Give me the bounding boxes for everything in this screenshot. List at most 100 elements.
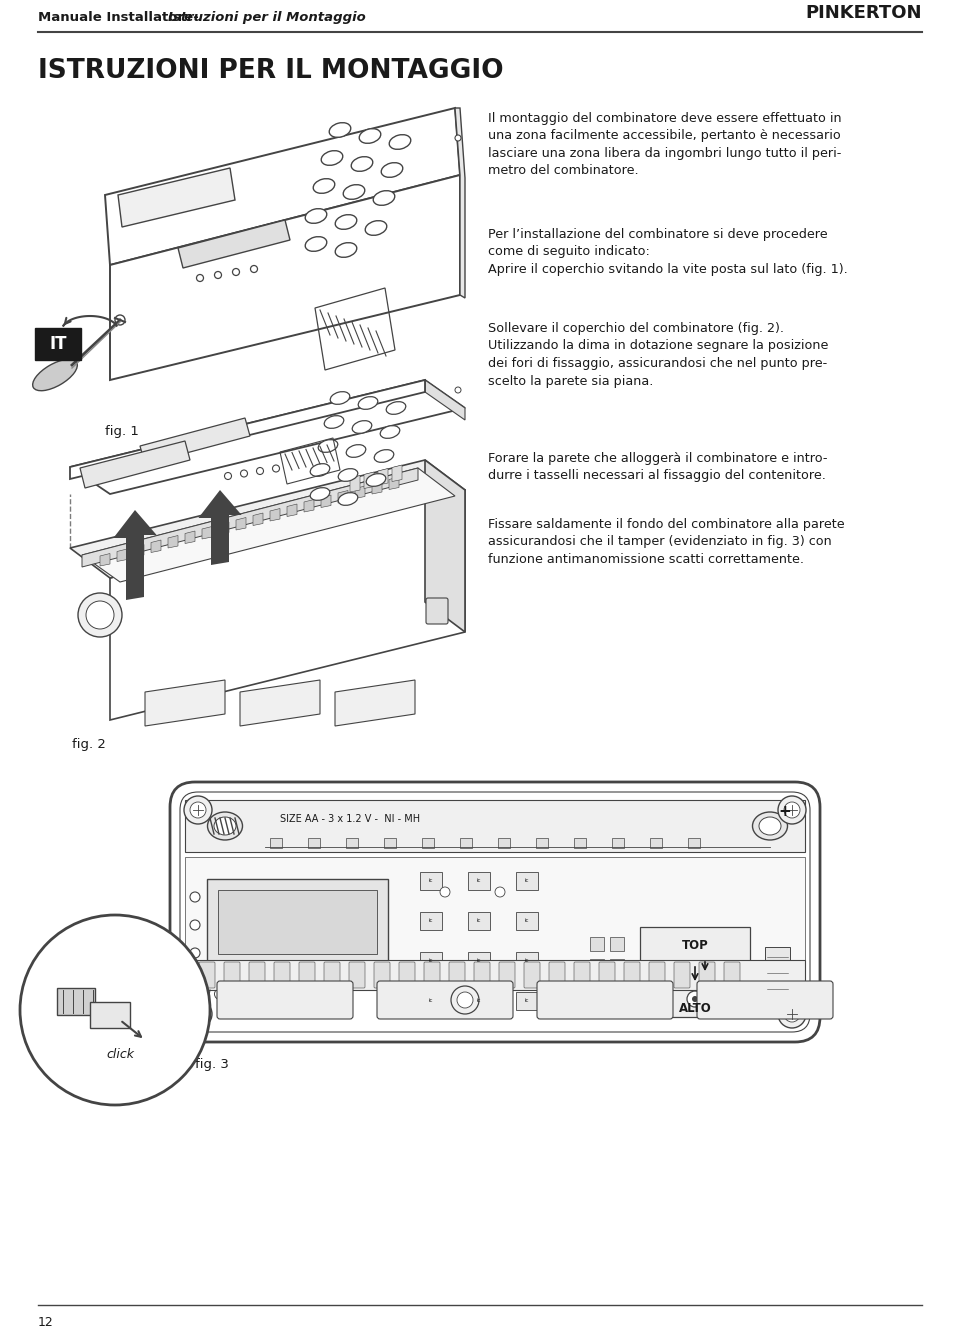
FancyBboxPatch shape [422,838,434,848]
Circle shape [273,465,279,472]
Ellipse shape [386,401,406,414]
FancyBboxPatch shape [724,963,740,988]
Ellipse shape [351,156,372,171]
FancyBboxPatch shape [640,927,750,1017]
Circle shape [206,971,214,977]
Circle shape [190,948,200,959]
Polygon shape [117,550,127,562]
Ellipse shape [335,215,357,230]
Circle shape [280,988,292,1000]
Circle shape [190,920,200,931]
Polygon shape [364,472,374,488]
FancyBboxPatch shape [185,960,805,989]
FancyBboxPatch shape [610,981,624,995]
Circle shape [692,996,698,1001]
Circle shape [495,886,505,897]
Ellipse shape [310,464,330,476]
Polygon shape [90,1001,130,1028]
FancyBboxPatch shape [170,782,820,1042]
Polygon shape [202,527,212,539]
Circle shape [266,971,274,977]
Text: ic: ic [525,878,529,884]
Circle shape [258,988,270,1000]
Polygon shape [425,460,465,632]
Polygon shape [199,489,242,566]
Circle shape [242,971,250,977]
FancyBboxPatch shape [399,963,415,988]
FancyBboxPatch shape [420,912,442,931]
Text: SIZE AA - 3 x 1.2 V -  NI - MH: SIZE AA - 3 x 1.2 V - NI - MH [280,814,420,824]
Circle shape [451,985,479,1013]
FancyBboxPatch shape [610,959,624,973]
Circle shape [350,971,358,977]
Text: ic: ic [429,999,433,1004]
Text: click: click [106,1048,134,1062]
Circle shape [778,796,806,824]
FancyBboxPatch shape [499,963,515,988]
Ellipse shape [381,163,403,178]
Circle shape [457,992,473,1008]
Polygon shape [392,465,402,481]
FancyBboxPatch shape [218,890,377,955]
Text: fig. 2: fig. 2 [72,738,106,751]
FancyBboxPatch shape [308,838,320,848]
FancyBboxPatch shape [468,912,490,931]
Text: Manuale Installatore-: Manuale Installatore- [38,11,199,24]
FancyBboxPatch shape [384,838,396,848]
Circle shape [440,886,450,897]
Ellipse shape [33,360,78,390]
Polygon shape [425,380,465,420]
Polygon shape [378,468,388,485]
Circle shape [20,915,210,1104]
FancyBboxPatch shape [610,937,624,951]
Polygon shape [100,554,110,566]
Polygon shape [304,500,314,512]
Ellipse shape [322,151,343,166]
Ellipse shape [310,488,330,500]
FancyBboxPatch shape [574,838,586,848]
Ellipse shape [305,237,326,251]
Polygon shape [140,418,250,464]
Text: Fissare saldamente il fondo del combinatore alla parete
assicurandosi che il tam: Fissare saldamente il fondo del combinat… [488,517,845,566]
Ellipse shape [338,469,358,481]
FancyBboxPatch shape [349,963,365,988]
FancyBboxPatch shape [199,963,215,988]
FancyBboxPatch shape [249,963,265,988]
Polygon shape [57,988,95,1015]
Text: Il montaggio del combinatore deve essere effettuato in
una zona facilmente acces: Il montaggio del combinatore deve essere… [488,112,842,178]
Ellipse shape [374,449,394,463]
Ellipse shape [347,445,366,457]
Text: fig. 1: fig. 1 [105,425,139,439]
FancyBboxPatch shape [270,838,282,848]
FancyBboxPatch shape [185,857,805,965]
Text: ISTRUZIONI PER IL MONTAGGIO: ISTRUZIONI PER IL MONTAGGIO [38,57,504,84]
FancyBboxPatch shape [537,981,673,1019]
Circle shape [256,468,263,475]
Polygon shape [178,221,290,267]
Polygon shape [113,509,156,600]
Circle shape [784,1005,800,1021]
FancyBboxPatch shape [516,952,538,971]
Circle shape [251,266,257,273]
Circle shape [241,471,248,477]
Ellipse shape [373,191,395,206]
Text: Per l’installazione del combinatore si deve procedere
come di seguito indicato:
: Per l’installazione del combinatore si d… [488,229,848,275]
Polygon shape [219,521,229,535]
Polygon shape [82,468,455,582]
Circle shape [230,971,238,977]
FancyBboxPatch shape [516,992,538,1009]
FancyBboxPatch shape [217,981,353,1019]
Circle shape [214,271,222,278]
Polygon shape [321,495,331,508]
Ellipse shape [359,128,381,143]
Text: ic: ic [525,919,529,924]
Ellipse shape [389,135,411,150]
FancyBboxPatch shape [420,872,442,890]
FancyBboxPatch shape [224,963,240,988]
Polygon shape [134,544,144,558]
Polygon shape [338,491,348,503]
Ellipse shape [318,440,338,452]
FancyBboxPatch shape [765,947,790,1001]
Circle shape [218,971,226,977]
Text: ic: ic [477,959,481,964]
